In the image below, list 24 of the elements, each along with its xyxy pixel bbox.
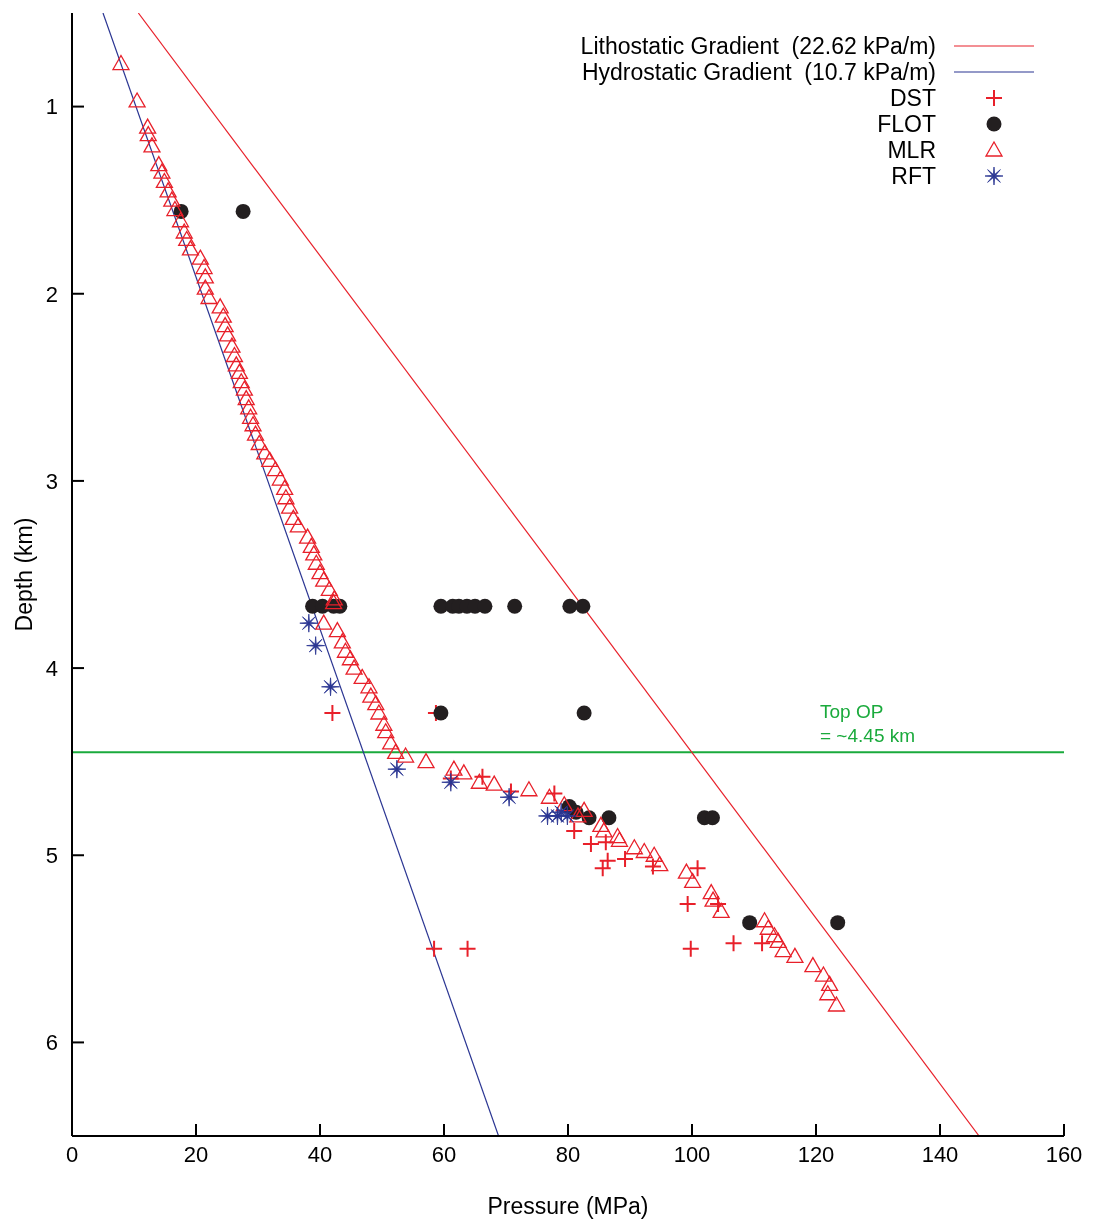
legend-label: Lithostatic Gradient (22.62 kPa/m) bbox=[580, 33, 936, 59]
y-tick-label: 6 bbox=[45, 1030, 58, 1056]
y-tick-label: 4 bbox=[45, 655, 58, 681]
legend-label: Hydrostatic Gradient (10.7 kPa/m) bbox=[581, 59, 936, 85]
x-tick-label: 60 bbox=[431, 1141, 457, 1167]
y-tick-label: 2 bbox=[45, 281, 58, 307]
y-tick-label: 5 bbox=[45, 843, 58, 869]
x-tick-label: 140 bbox=[921, 1141, 959, 1167]
y-tick-label: 3 bbox=[45, 468, 58, 494]
x-tick-label: 20 bbox=[183, 1141, 209, 1167]
x-tick-label: 100 bbox=[673, 1141, 711, 1167]
legend-label: FLOT bbox=[877, 111, 936, 137]
y-axis-title: Depth (km) bbox=[11, 517, 38, 632]
x-tick-label: 120 bbox=[797, 1141, 835, 1167]
x-tick-label: 40 bbox=[307, 1141, 333, 1167]
ref-line-label: Top OP = ~4.45 km bbox=[820, 701, 916, 747]
legend-label: MLR bbox=[887, 137, 936, 163]
legend-label: RFT bbox=[891, 163, 936, 189]
y-tick-label: 1 bbox=[45, 94, 58, 120]
x-tick-label: 0 bbox=[65, 1141, 79, 1167]
x-tick-label: 80 bbox=[555, 1141, 581, 1167]
x-axis-title: Pressure (MPa) bbox=[487, 1193, 649, 1219]
x-tick-label: 160 bbox=[1045, 1141, 1083, 1167]
legend-label: DST bbox=[890, 85, 936, 111]
